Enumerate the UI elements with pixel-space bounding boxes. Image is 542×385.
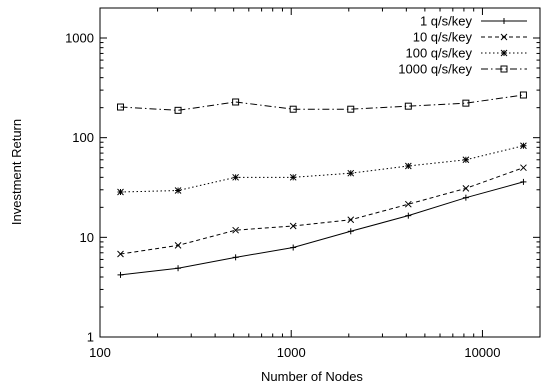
data-point-square [289,105,297,113]
x-axis-title: Number of Nodes [261,369,363,384]
series-3 [117,142,527,196]
data-point-star [289,173,297,181]
data-point-plus [501,18,507,24]
series-line [120,145,524,193]
series-2 [117,164,527,258]
data-point-x [174,242,182,249]
legend-label: 1 q/s/key [420,14,473,29]
data-point-x [289,222,297,230]
data-point-square [232,98,240,106]
data-point-x [500,33,508,41]
data-point-square [519,91,527,99]
x-tick-label: 10000 [464,345,500,360]
data-point-x [117,250,124,258]
data-point-x [404,200,412,208]
data-point-square [462,99,470,107]
data-point-x [232,226,239,234]
data-point-plus [347,228,354,235]
y-tick-label: 1 [87,330,94,345]
series-1 [117,178,527,278]
legend-label: 10 q/s/key [413,30,473,45]
series-line [120,181,524,276]
legend-item: 10 q/s/key [413,30,527,45]
x-tick-label: 1000 [277,345,306,360]
data-point-star [347,169,355,177]
data-point-plus [175,265,182,272]
data-point-plus [405,212,412,219]
data-point-star [174,187,182,194]
y-tick-label: 10 [80,230,94,245]
data-point-square [174,106,182,114]
series-layer [117,91,527,278]
data-point-plus [117,271,124,278]
data-point-plus [290,244,297,251]
y-axis-title: Investment Return [9,119,24,225]
data-point-square [347,105,355,113]
data-point-star [117,188,124,196]
data-point-star [232,173,239,181]
data-point-x [520,164,527,172]
data-point-square [500,65,508,73]
legend-item: 1 q/s/key [420,14,527,29]
data-point-square [117,103,125,111]
axis-ticks: 1 10 100 1000 100 1000 10000 [65,7,541,360]
series-line [120,167,524,255]
data-point-plus [232,254,239,261]
series-line [120,94,524,111]
y-tick-label: 1000 [65,31,94,46]
legend-item: 100 q/s/key [406,46,527,61]
series-4 [117,91,527,114]
data-point-star [520,142,527,150]
data-point-plus [520,178,527,185]
legend-label: 100 q/s/key [406,46,473,61]
data-point-square [404,102,412,110]
legend-label: 1000 q/s/key [398,62,472,77]
x-tick-label: 100 [89,345,111,360]
data-point-x [462,185,470,192]
data-point-plus [462,194,469,201]
data-point-star [462,156,470,164]
plot-frame [99,7,541,338]
data-point-x [347,216,355,224]
y-tick-label: 100 [72,130,94,145]
data-point-star [500,49,508,57]
data-point-star [404,162,412,170]
legend-item: 1000 q/s/key [398,62,527,77]
